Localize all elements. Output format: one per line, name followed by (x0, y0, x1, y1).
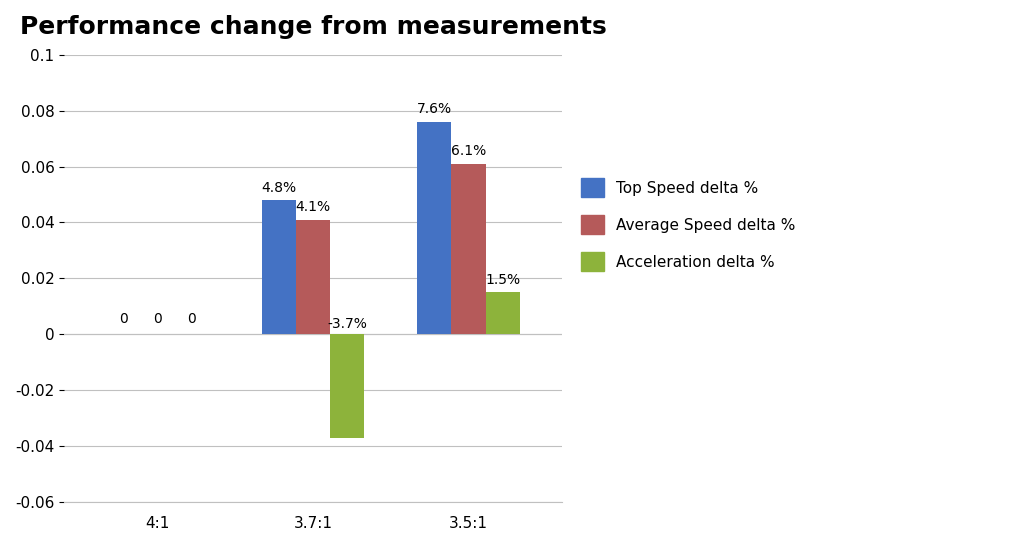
Bar (452, 164, 485, 334)
Text: 7.6%: 7.6% (417, 102, 452, 116)
Bar (485, 292, 520, 334)
Bar (417, 122, 452, 334)
Text: 1.5%: 1.5% (485, 272, 520, 287)
Text: 0: 0 (153, 312, 162, 326)
Text: 4.1%: 4.1% (296, 200, 331, 214)
Text: 0: 0 (119, 312, 128, 326)
Text: 3.7:1: 3.7:1 (294, 516, 333, 531)
Text: 4.8%: 4.8% (261, 180, 296, 195)
Text: 0: 0 (187, 312, 196, 326)
Text: 3.5:1: 3.5:1 (450, 516, 488, 531)
Legend: Top Speed delta %, Average Speed delta %, Acceleration delta %: Top Speed delta %, Average Speed delta %… (574, 172, 801, 277)
Text: 4:1: 4:1 (145, 516, 170, 531)
Title: Performance change from measurements: Performance change from measurements (19, 15, 606, 39)
Bar (296, 220, 330, 334)
Bar (330, 334, 365, 438)
Text: 6.1%: 6.1% (451, 144, 486, 158)
Bar (262, 200, 296, 334)
Text: -3.7%: -3.7% (328, 317, 368, 331)
